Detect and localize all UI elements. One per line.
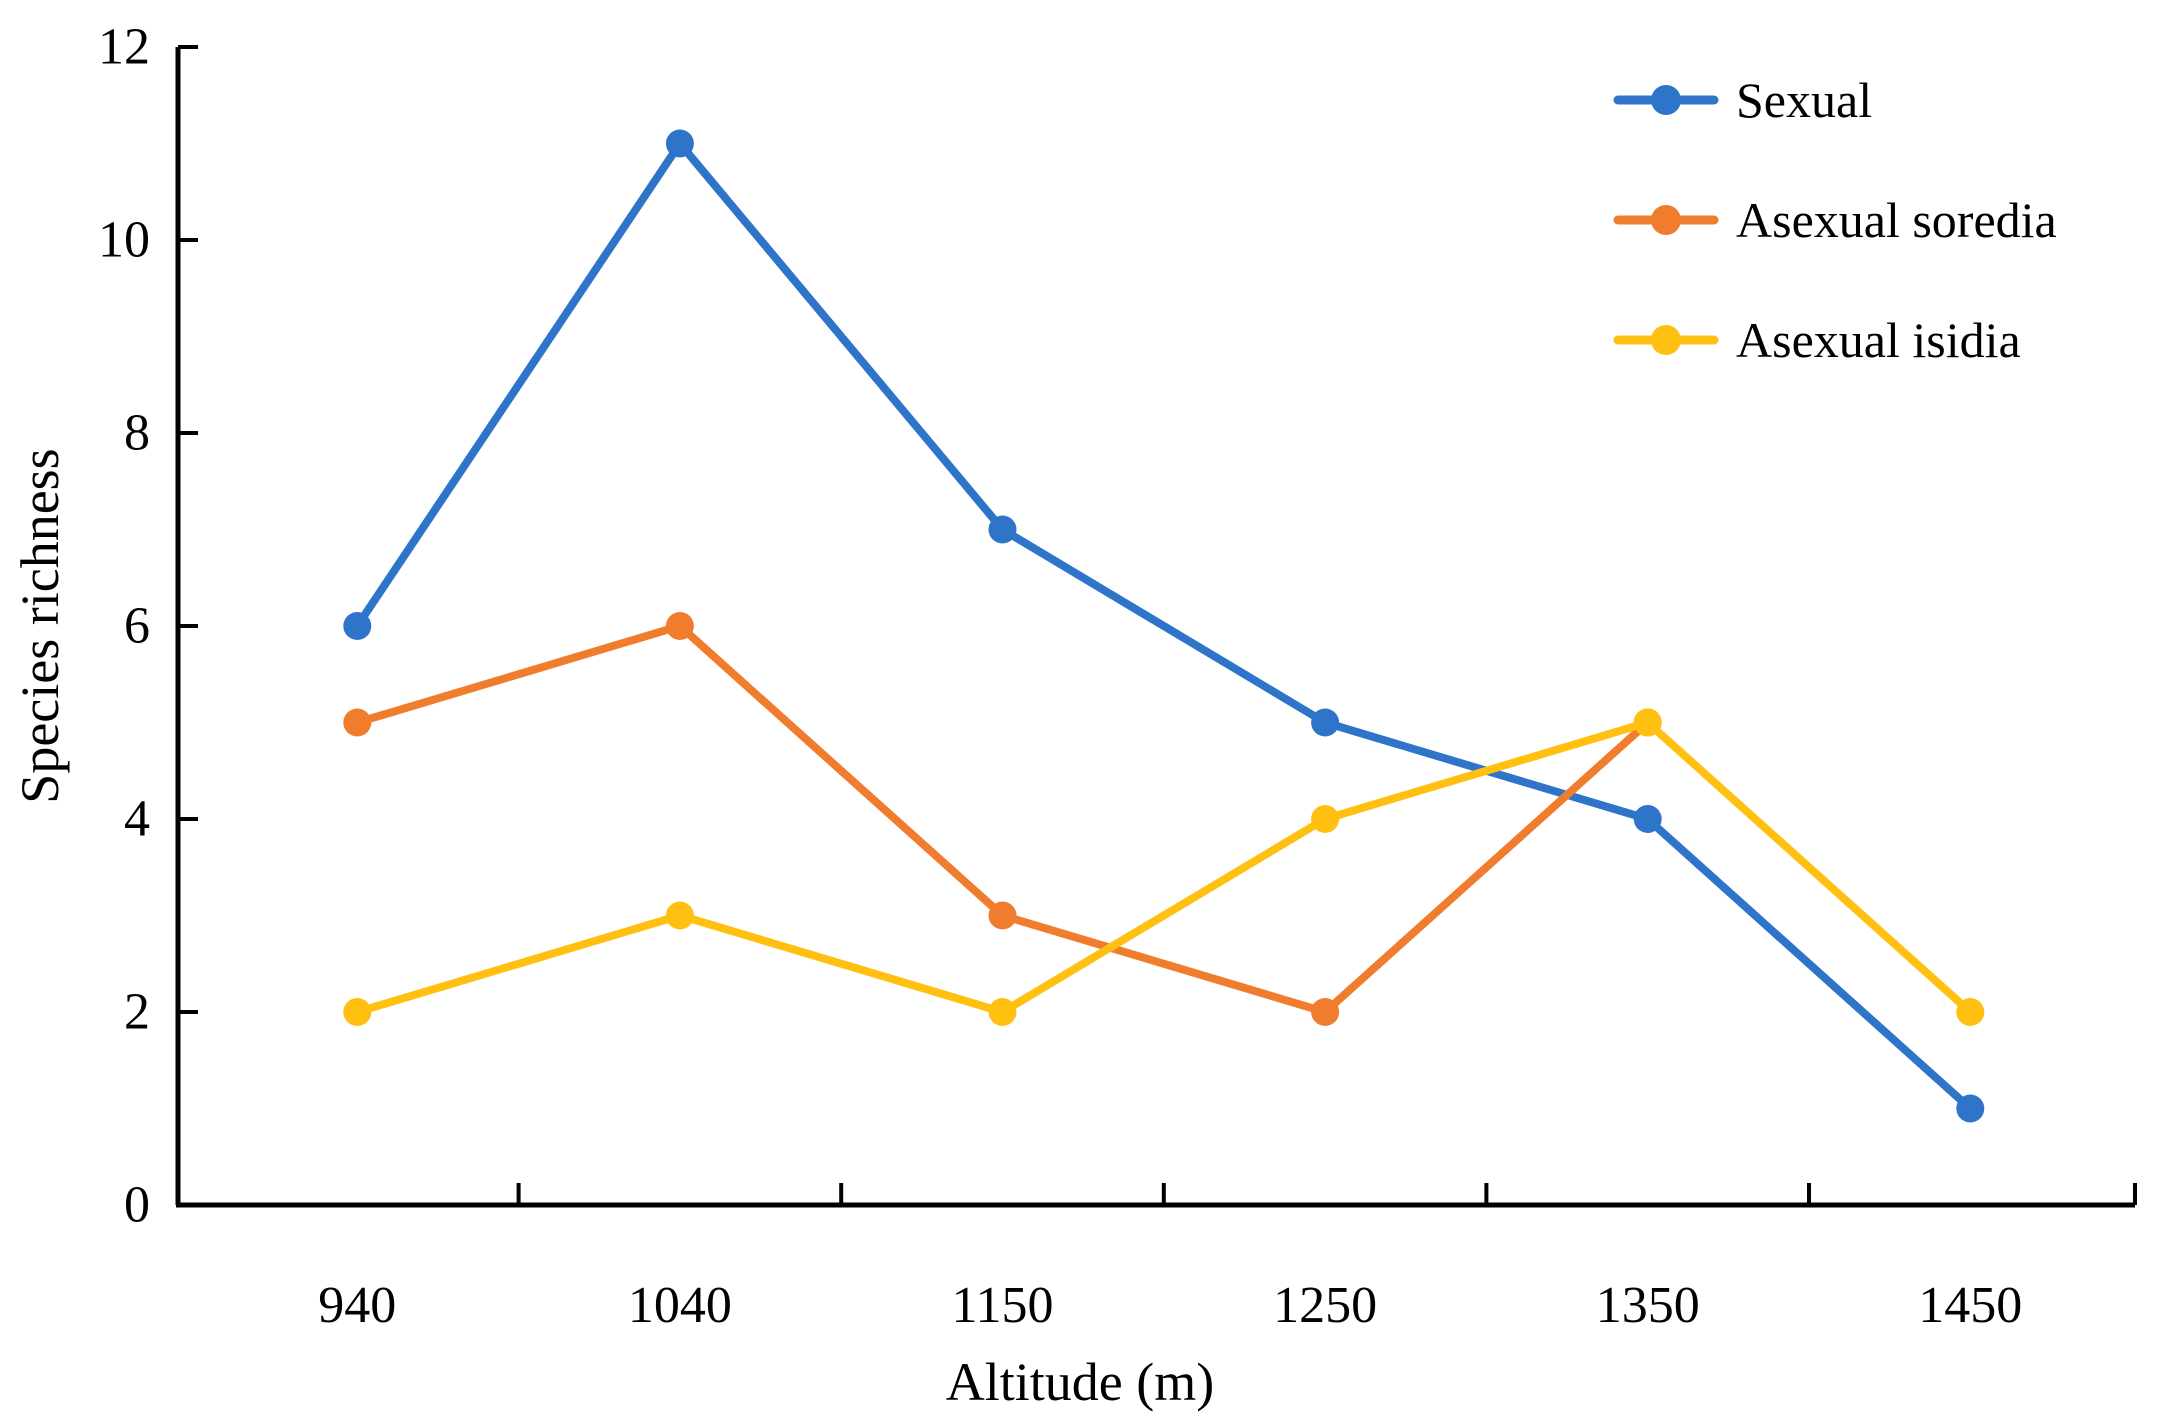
- x-tick-label: 1350: [1596, 1277, 1700, 1334]
- x-tick-label: 1150: [951, 1277, 1053, 1334]
- data-point-asexual-isidia: [1311, 805, 1340, 833]
- data-point-asexual-soredia: [665, 612, 694, 640]
- data-point-asexual-isidia: [1633, 708, 1662, 737]
- series-group: [343, 129, 1985, 1123]
- y-tick-label: 0: [124, 1177, 150, 1234]
- series-line-asexual-isidia: [353, 718, 1975, 1016]
- y-axis-title: Species richness: [10, 448, 70, 803]
- x-tick-label: 1040: [628, 1277, 732, 1334]
- y-tick-label: 2: [124, 984, 150, 1041]
- x-tick-label: 940: [318, 1277, 396, 1334]
- legend-group: Sexual Asexual soredia Asexual isidia: [1613, 72, 2057, 368]
- data-point-asexual-soredia: [1311, 998, 1340, 1026]
- data-point-asexual-isidia: [1956, 998, 1985, 1026]
- legend-label-asexual-isidia: Asexual isidia: [1736, 312, 2021, 368]
- data-point-sexual: [988, 515, 1017, 544]
- data-point-sexual: [343, 612, 372, 640]
- legend-label-sexual: Sexual: [1736, 72, 1872, 128]
- y-tick-label: 10: [98, 212, 150, 269]
- series-line-sexual: [353, 139, 1975, 1113]
- y-tick-label: 4: [124, 791, 150, 848]
- axes-group: 0 2 4 6 8 10 12 940 1040 1150 1250 1350 1450: [98, 19, 2137, 1334]
- data-point-sexual: [1956, 1094, 1985, 1123]
- legend-label-asexual-soredia: Asexual soredia: [1736, 192, 2057, 248]
- data-point-asexual-isidia: [988, 998, 1017, 1026]
- legend-swatch-marker-asexual-isidia: [1651, 325, 1681, 355]
- data-point-sexual: [665, 129, 694, 158]
- data-point-asexual-soredia: [343, 708, 372, 737]
- data-point-sexual: [1311, 708, 1340, 737]
- data-point-asexual-soredia: [988, 901, 1017, 930]
- legend-swatch-marker-asexual-soredia: [1651, 205, 1681, 235]
- data-point-asexual-isidia: [343, 998, 372, 1026]
- y-tick-label: 8: [124, 405, 150, 462]
- x-axis-title: Altitude (m): [946, 1352, 1214, 1412]
- y-tick-label: 12: [98, 19, 150, 76]
- x-tick-label: 1450: [1918, 1277, 2022, 1334]
- x-tick-label: 1250: [1273, 1277, 1377, 1334]
- data-point-asexual-isidia: [665, 901, 694, 930]
- y-tick-label: 6: [124, 598, 150, 655]
- legend-swatch-marker-sexual: [1651, 85, 1681, 115]
- data-point-sexual: [1633, 805, 1662, 833]
